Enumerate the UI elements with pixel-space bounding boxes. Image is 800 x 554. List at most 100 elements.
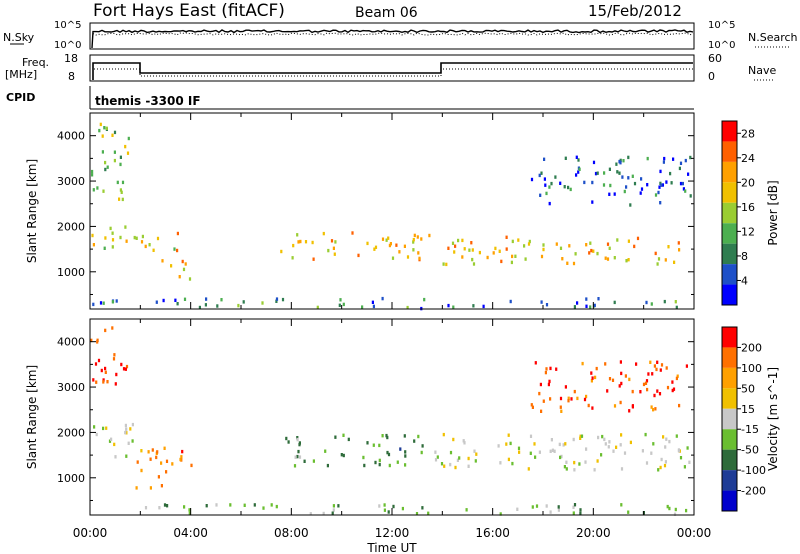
heatmap-cell: [689, 155, 692, 160]
heatmap-cell: [628, 377, 631, 382]
heatmap-cell: [575, 173, 578, 177]
heatmap-cell: [577, 170, 580, 174]
heatmap-cell: [572, 437, 575, 442]
heatmap-cell: [92, 378, 95, 382]
heatmap-cell: [498, 249, 501, 253]
heatmap-cell: [297, 240, 300, 244]
colorbar-tick-label: 200: [741, 341, 762, 354]
colorbar-swatch: [722, 284, 737, 305]
heatmap-cell: [672, 157, 675, 161]
heatmap-cell: [505, 247, 508, 251]
heatmap-cell: [505, 442, 508, 446]
heatmap-cell: [181, 259, 184, 264]
heatmap-cell: [567, 399, 570, 403]
heatmap-cell: [527, 242, 531, 246]
heatmap-cell: [584, 460, 587, 464]
heatmap-cell: [563, 465, 566, 469]
heatmap-cell: [547, 382, 550, 387]
heatmap-cell: [673, 260, 676, 264]
heatmap-cell: [559, 246, 563, 250]
heatmap-cell: [237, 303, 240, 308]
heatmap-cell: [91, 233, 94, 238]
heatmap-cell: [101, 150, 104, 154]
heatmap-cell: [334, 435, 337, 439]
heatmap-cell: [531, 405, 534, 409]
heatmap-cell: [565, 467, 568, 471]
heatmap-cell: [686, 446, 689, 450]
heatmap-cell: [140, 449, 143, 453]
heatmap-cell: [342, 302, 345, 307]
heatmap-cell: [428, 233, 431, 238]
heatmap-cell: [592, 249, 595, 253]
heatmap-cell: [685, 508, 688, 513]
heatmap-cell: [109, 226, 112, 231]
heatmap-cell: [535, 504, 539, 508]
heatmap-cell: [413, 439, 416, 443]
colorbar-swatch: [722, 490, 737, 511]
heatmap-cell: [111, 238, 115, 242]
heatmap-cell: [575, 155, 578, 159]
heatmap-cell: [95, 380, 98, 384]
heatmap-cell: [549, 510, 552, 514]
heatmap-cell: [576, 301, 579, 305]
heatmap-cell: [597, 297, 600, 301]
heatmap-cell: [615, 162, 618, 166]
heatmap-cell: [608, 167, 611, 171]
colorbar-tick-label: -200: [741, 485, 766, 498]
heatmap-cell: [94, 362, 98, 366]
colorbar-swatch: [722, 367, 737, 389]
heatmap-cell: [668, 506, 671, 511]
heatmap-cell: [120, 362, 123, 367]
heatmap-cell: [275, 299, 278, 303]
heatmap-cell: [573, 389, 576, 394]
heatmap-cell: [465, 508, 468, 512]
heatmap-cell: [136, 460, 139, 464]
heatmap-cell: [591, 180, 594, 185]
heatmap-cell: [554, 175, 557, 179]
heatmap-cell: [188, 508, 191, 512]
heatmap-cell: [516, 507, 519, 511]
heatmap-cell: [114, 382, 117, 386]
heatmap-cell: [135, 486, 138, 490]
nave-trace: [92, 68, 693, 80]
heatmap-cell: [184, 262, 187, 266]
heatmap-cell: [543, 157, 546, 161]
noise-left-label: N.Sky: [3, 31, 35, 44]
heatmap-cell: [659, 181, 662, 186]
heatmap-cell: [560, 409, 563, 413]
heatmap-cell: [100, 368, 103, 373]
heatmap-cell: [160, 484, 163, 488]
heatmap-cell: [162, 298, 165, 303]
heatmap-cell: [129, 427, 132, 431]
heatmap-cell: [671, 388, 674, 393]
heatmap-cell: [406, 305, 409, 310]
heatmap-cell: [557, 505, 560, 509]
heatmap-cell: [204, 303, 207, 307]
heatmap-cell: [472, 304, 475, 308]
heatmap-cell: [147, 450, 150, 454]
heatmap-cell: [650, 451, 653, 455]
heatmap-cell: [664, 460, 667, 464]
heatmap-cell: [482, 304, 485, 309]
freq-trace: [92, 62, 693, 80]
heatmap-cell: [654, 407, 657, 411]
heatmap-cell: [332, 246, 335, 250]
heatmap-cell: [687, 172, 690, 176]
heatmap-cell: [588, 251, 591, 255]
heatmap-cell: [141, 234, 144, 239]
heatmap-cell: [421, 444, 424, 448]
heatmap-cell: [558, 442, 561, 447]
heatmap-cell: [644, 432, 647, 437]
heatmap-cell: [434, 458, 438, 462]
heatmap-cell: [291, 256, 294, 260]
heatmap-cell: [663, 156, 666, 161]
heatmap-cell: [155, 300, 158, 304]
heatmap-cell: [604, 256, 607, 260]
heatmap-cell: [619, 443, 622, 447]
heatmap-cell: [180, 455, 183, 459]
heatmap-cell: [385, 238, 388, 242]
heatmap-cell: [594, 375, 597, 380]
heatmap-cell: [347, 437, 350, 442]
date-title: 15/Feb/2012: [588, 2, 682, 20]
heatmap-cell: [383, 503, 386, 507]
